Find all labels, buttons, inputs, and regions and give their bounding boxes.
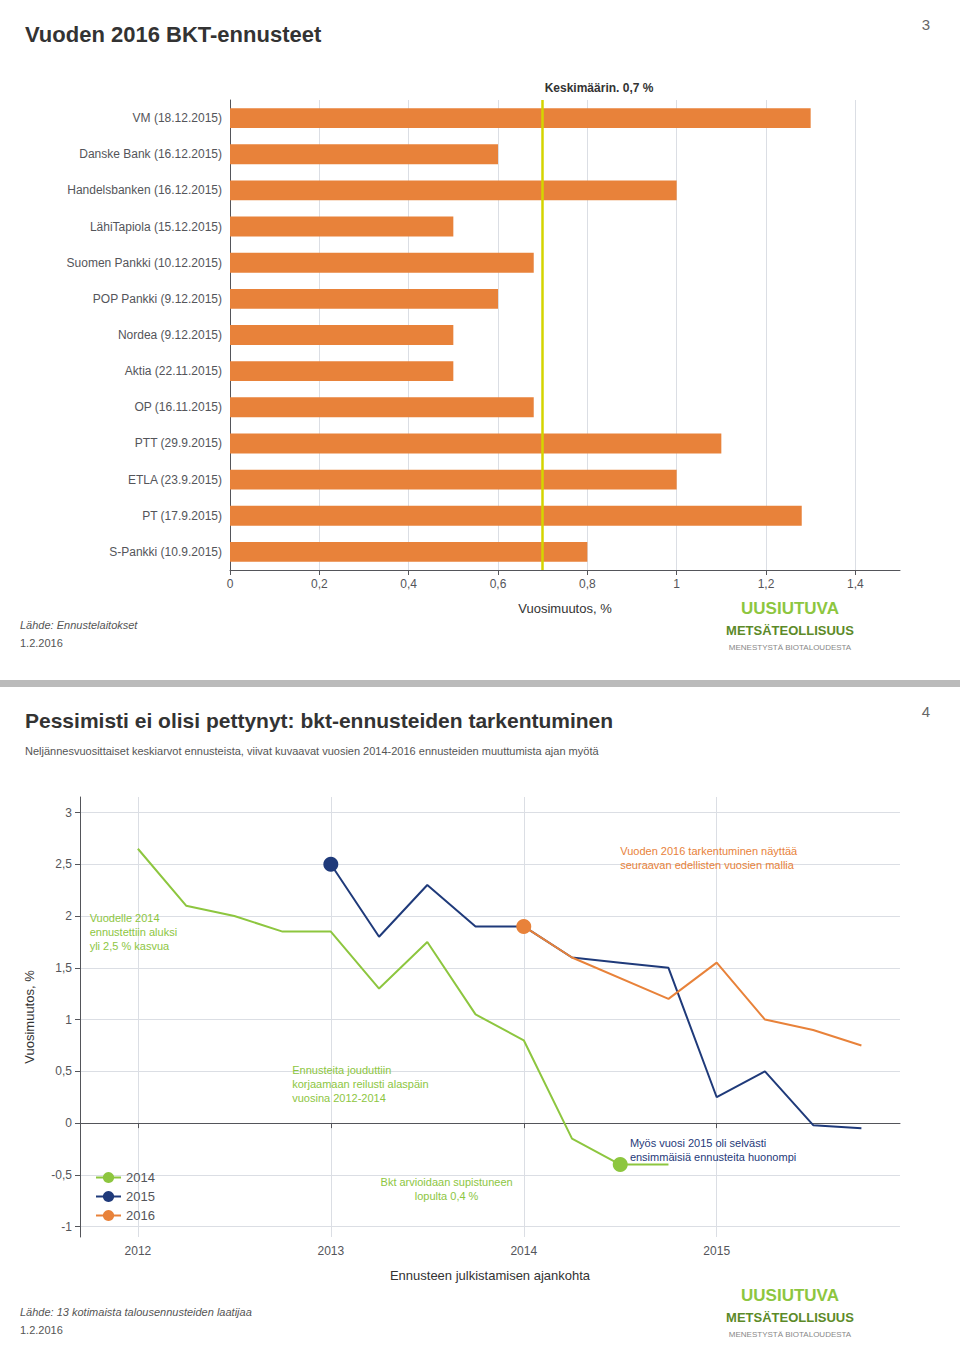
svg-text:1.2.2016: 1.2.2016 <box>20 637 63 649</box>
svg-text:1,4: 1,4 <box>847 577 864 591</box>
svg-text:PTT (29.9.2015): PTT (29.9.2015) <box>135 436 222 450</box>
svg-text:POP Pankki (9.12.2015): POP Pankki (9.12.2015) <box>93 292 222 306</box>
svg-text:Vuosimuutos, %: Vuosimuutos, % <box>518 601 612 616</box>
svg-text:0,8: 0,8 <box>579 577 596 591</box>
svg-text:Aktia (22.11.2015): Aktia (22.11.2015) <box>125 364 222 378</box>
svg-text:Bkt arvioidaan supistuneen: Bkt arvioidaan supistuneen <box>381 1176 513 1188</box>
svg-text:Lähde: Ennustelaitokset: Lähde: Ennustelaitokset <box>20 619 138 631</box>
svg-text:ETLA (23.9.2015): ETLA (23.9.2015) <box>128 473 222 487</box>
svg-text:3: 3 <box>65 806 72 820</box>
svg-text:OP (16.11.2015): OP (16.11.2015) <box>134 400 222 414</box>
svg-text:S-Pankki (10.9.2015): S-Pankki (10.9.2015) <box>109 545 222 559</box>
svg-text:MENESTYSTÄ BIOTALOUDESTA: MENESTYSTÄ BIOTALOUDESTA <box>729 643 852 652</box>
svg-text:lopulta 0,4 %: lopulta 0,4 % <box>415 1190 479 1202</box>
svg-text:seuraavan edellisten vuosien m: seuraavan edellisten vuosien mallia <box>620 859 795 871</box>
svg-text:1: 1 <box>65 1013 72 1027</box>
svg-text:1,2: 1,2 <box>758 577 775 591</box>
svg-text:VM (18.12.2015): VM (18.12.2015) <box>133 111 222 125</box>
svg-text:METSÄTEOLLISUUS: METSÄTEOLLISUUS <box>726 623 854 638</box>
svg-text:Danske Bank (16.12.2015): Danske Bank (16.12.2015) <box>79 147 222 161</box>
svg-text:2,5: 2,5 <box>55 857 72 871</box>
svg-text:2015: 2015 <box>126 1189 155 1204</box>
svg-text:Vuosimuutos, %: Vuosimuutos, % <box>22 970 37 1064</box>
svg-text:0,5: 0,5 <box>55 1064 72 1078</box>
svg-text:Pessimisti ei olisi pettynyt:: Pessimisti ei olisi pettynyt: bkt-ennust… <box>25 709 613 732</box>
svg-text:Handelsbanken (16.12.2015): Handelsbanken (16.12.2015) <box>67 183 222 197</box>
svg-text:1: 1 <box>673 577 680 591</box>
svg-text:LähiTapiola (15.12.2015): LähiTapiola (15.12.2015) <box>90 220 222 234</box>
svg-text:2: 2 <box>65 909 72 923</box>
svg-text:Nordea (9.12.2015): Nordea (9.12.2015) <box>118 328 222 342</box>
svg-text:2013: 2013 <box>317 1244 344 1258</box>
svg-text:2012: 2012 <box>125 1244 152 1258</box>
svg-text:0,4: 0,4 <box>400 577 417 591</box>
svg-text:0: 0 <box>227 577 234 591</box>
svg-text:0,6: 0,6 <box>490 577 507 591</box>
svg-text:1,5: 1,5 <box>55 961 72 975</box>
svg-text:3: 3 <box>922 16 930 33</box>
svg-text:Keskimäärin. 0,7 %: Keskimäärin. 0,7 % <box>545 81 654 95</box>
svg-text:Vuodelle 2014: Vuodelle 2014 <box>90 912 160 924</box>
svg-text:UUSIUTUVA: UUSIUTUVA <box>741 599 839 618</box>
svg-text:ensimmäisiä ennusteita huonomp: ensimmäisiä ennusteita huonompi <box>630 1151 796 1163</box>
svg-text:Lähde: 13 kotimaista talousenn: Lähde: 13 kotimaista talousennusteiden l… <box>20 1306 252 1318</box>
svg-text:-1: -1 <box>61 1220 72 1234</box>
svg-text:Suomen Pankki (10.12.2015): Suomen Pankki (10.12.2015) <box>67 256 222 270</box>
svg-text:2014: 2014 <box>126 1170 155 1185</box>
svg-text:2016: 2016 <box>126 1208 155 1223</box>
svg-text:2014: 2014 <box>510 1244 537 1258</box>
svg-text:2015: 2015 <box>703 1244 730 1258</box>
svg-text:1.2.2016: 1.2.2016 <box>20 1324 63 1336</box>
svg-text:Neljännesvuosittaiset keskiarv: Neljännesvuosittaiset keskiarvot ennuste… <box>25 745 599 757</box>
svg-text:PT (17.9.2015): PT (17.9.2015) <box>142 509 222 523</box>
svg-text:0: 0 <box>65 1116 72 1130</box>
svg-text:Ennusteita jouduttiin: Ennusteita jouduttiin <box>292 1064 391 1076</box>
svg-text:Vuoden 2016 tarkentuminen näyt: Vuoden 2016 tarkentuminen näyttää <box>620 845 798 857</box>
svg-text:korjaamaan reilusti alaspäin: korjaamaan reilusti alaspäin <box>292 1078 428 1090</box>
svg-text:4: 4 <box>922 703 930 720</box>
svg-text:yli 2,5 % kasvua: yli 2,5 % kasvua <box>90 940 170 952</box>
svg-text:vuosina 2012-2014: vuosina 2012-2014 <box>292 1092 386 1104</box>
svg-text:Vuoden 2016 BKT-ennusteet: Vuoden 2016 BKT-ennusteet <box>25 22 322 47</box>
svg-text:-0,5: -0,5 <box>51 1168 72 1182</box>
svg-text:ennustettiin aluksi: ennustettiin aluksi <box>90 926 177 938</box>
svg-text:Myös vuosi 2015 oli selvästi: Myös vuosi 2015 oli selvästi <box>630 1137 766 1149</box>
svg-text:UUSIUTUVA: UUSIUTUVA <box>741 1286 839 1305</box>
svg-text:METSÄTEOLLISUUS: METSÄTEOLLISUUS <box>726 1310 854 1325</box>
svg-text:0,2: 0,2 <box>311 577 328 591</box>
svg-text:MENESTYSTÄ BIOTALOUDESTA: MENESTYSTÄ BIOTALOUDESTA <box>729 1330 852 1339</box>
svg-text:Ennusteen julkistamisen ajanko: Ennusteen julkistamisen ajankohta <box>390 1268 591 1283</box>
